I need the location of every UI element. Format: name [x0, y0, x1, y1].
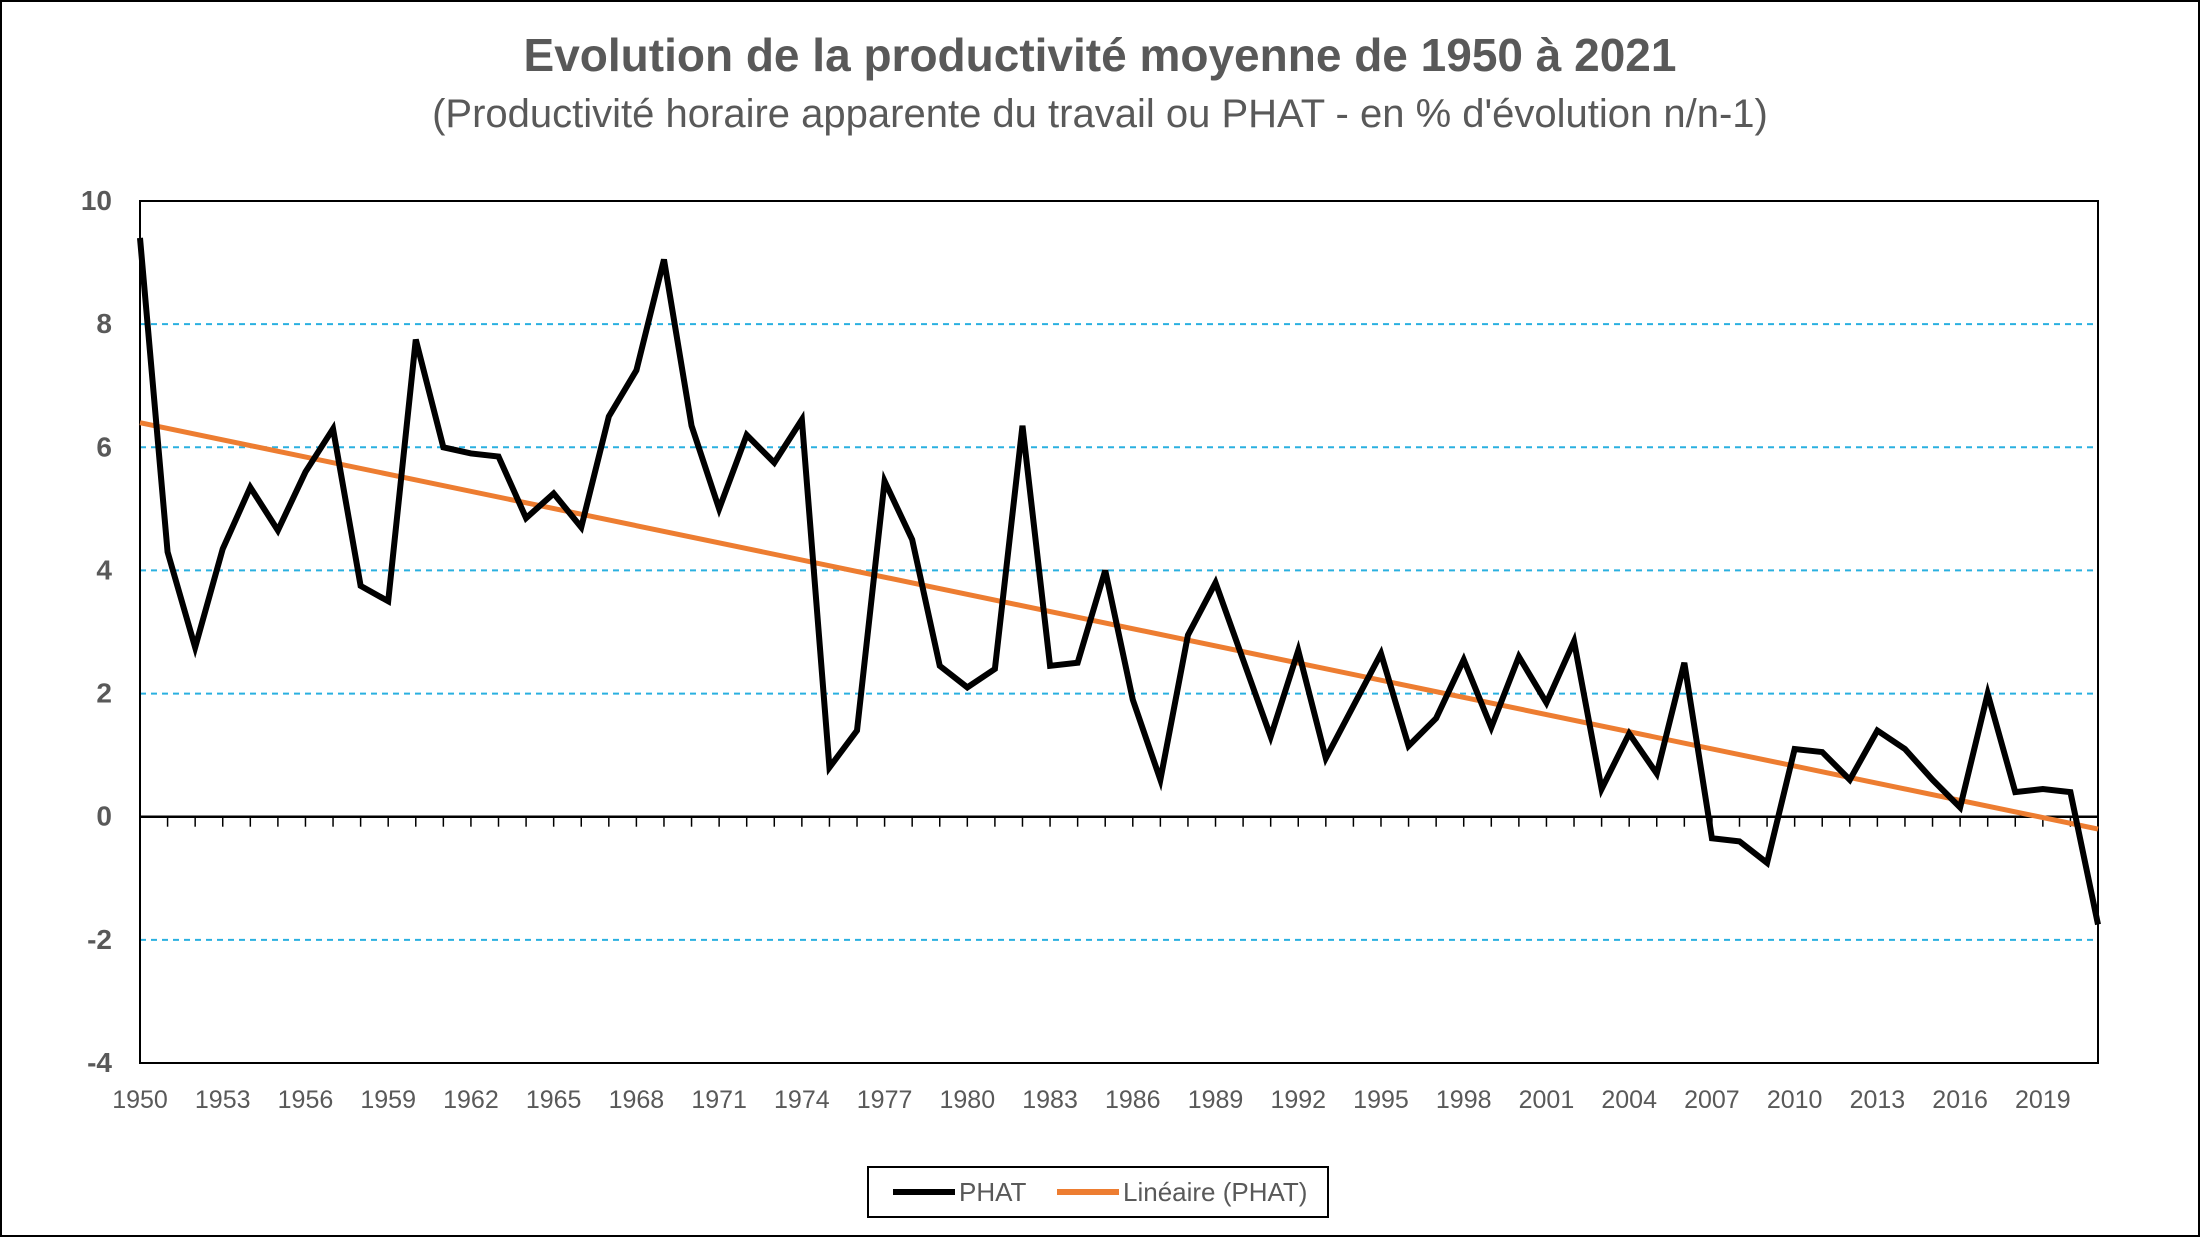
- x-tick-label: 1986: [1105, 1086, 1161, 1114]
- legend-swatch-phat: [893, 1189, 955, 1195]
- x-tick-label: 2010: [1767, 1086, 1823, 1114]
- x-tick-label: 1995: [1353, 1086, 1409, 1114]
- legend-swatch-linear: [1057, 1189, 1119, 1195]
- x-tick-label: 1956: [278, 1086, 334, 1114]
- x-tick-label: 1980: [940, 1086, 996, 1114]
- x-tick-label: 1950: [112, 1086, 168, 1114]
- x-tick-label: 1953: [195, 1086, 251, 1114]
- series-line-phat: [137, 237, 2101, 926]
- legend-item-phat: PHAT: [893, 1168, 1026, 1216]
- x-tick-label: 1959: [360, 1086, 416, 1114]
- x-tick-label: 1962: [443, 1086, 499, 1114]
- chart-title: Evolution de la productivité moyenne de …: [523, 29, 1677, 81]
- y-tick-label: 4: [96, 554, 112, 585]
- x-tick-label: 1998: [1436, 1086, 1492, 1114]
- legend: PHAT Linéaire (PHAT): [867, 1166, 1329, 1218]
- legend-label-linear: Linéaire (PHAT): [1123, 1176, 1308, 1207]
- x-tick-label: 1989: [1188, 1086, 1244, 1114]
- y-tick-label: -4: [87, 1047, 112, 1078]
- y-tick-label: 0: [96, 801, 112, 832]
- x-tick-label: 1968: [609, 1086, 665, 1114]
- x-tick-label: 1965: [526, 1086, 582, 1114]
- legend-item-linear: Linéaire (PHAT): [1057, 1168, 1307, 1216]
- x-tick-label: 2019: [2015, 1086, 2071, 1114]
- x-tick-label: 2016: [1932, 1086, 1988, 1114]
- y-tick-label: -2: [87, 924, 112, 955]
- x-tick-label: 2007: [1684, 1086, 1740, 1114]
- x-tick-label: 2001: [1519, 1086, 1575, 1114]
- x-tick-label: 2013: [1850, 1086, 1906, 1114]
- x-tick-label: 1974: [774, 1086, 830, 1114]
- chart-subtitle: (Productivité horaire apparente du trava…: [432, 92, 1768, 136]
- y-tick-label: 6: [96, 431, 112, 462]
- y-tick-label: 2: [96, 678, 112, 709]
- x-tick-label: 1977: [857, 1086, 913, 1114]
- y-tick-label: 8: [96, 308, 112, 339]
- x-tick-label: 2004: [1601, 1086, 1657, 1114]
- x-tick-label: 1992: [1270, 1086, 1326, 1114]
- plot-border: [139, 200, 2099, 1064]
- y-tick-label: 10: [81, 185, 112, 216]
- x-tick-label: 1971: [691, 1086, 747, 1114]
- legend-label-phat: PHAT: [959, 1176, 1027, 1207]
- x-tick-label: 1983: [1022, 1086, 1078, 1114]
